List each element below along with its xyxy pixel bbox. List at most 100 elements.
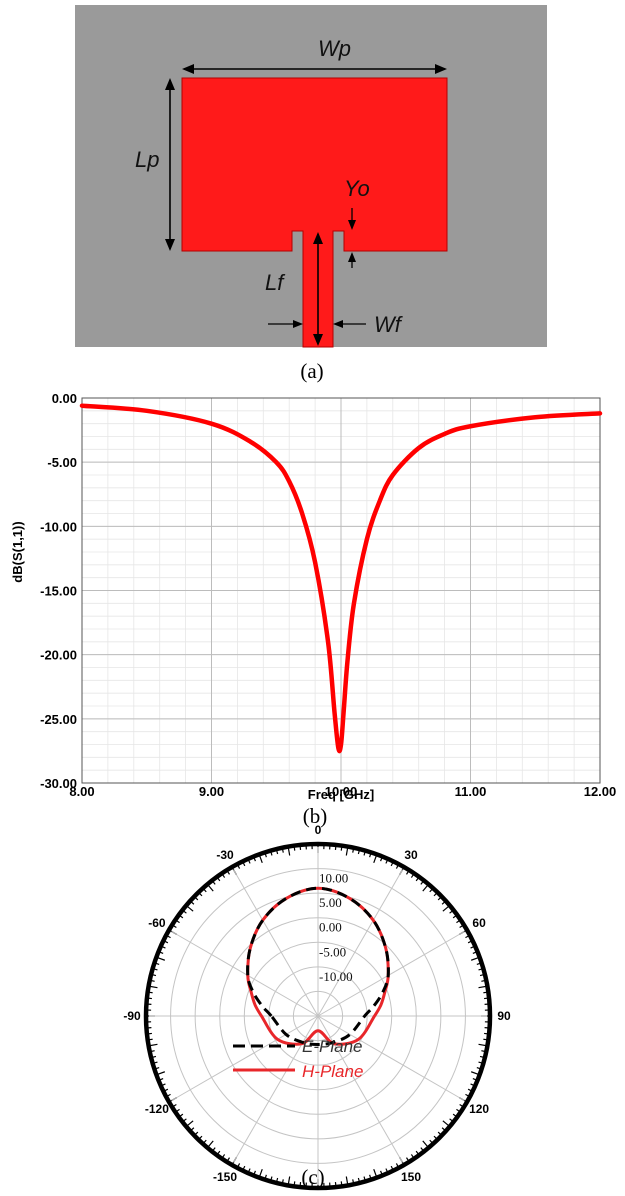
polar-degree-tick bbox=[299, 1182, 302, 1188]
x-tick-label: 9.00 bbox=[199, 784, 224, 799]
polar-degree-tick bbox=[247, 1168, 251, 1174]
polar-degree-tick bbox=[211, 1147, 216, 1152]
label-wp: Wp bbox=[318, 36, 351, 61]
polar-degree-tick bbox=[345, 846, 349, 856]
polar-degree-tick bbox=[185, 1120, 194, 1128]
polar-degree-tick bbox=[293, 1181, 296, 1187]
polar-ring bbox=[268, 966, 368, 1066]
polar-degree-tick bbox=[264, 852, 267, 858]
caption-c: (c) bbox=[301, 1165, 324, 1189]
polar-degree-tick bbox=[193, 896, 199, 901]
polar-degree-tick bbox=[380, 856, 383, 862]
polar-degree-tick bbox=[147, 991, 153, 994]
label-lp: Lp bbox=[135, 147, 159, 172]
polar-degree-tick bbox=[352, 1179, 355, 1185]
polar-angle-label: 30 bbox=[404, 848, 418, 862]
polar-degree-tick bbox=[483, 991, 489, 994]
polar-degree-tick bbox=[147, 1038, 153, 1041]
legend-e-plane-label: E-Plane bbox=[302, 1037, 362, 1056]
polar-degree-tick bbox=[149, 979, 155, 982]
polar-radial-label: -5.00 bbox=[319, 944, 346, 959]
polar-spoke bbox=[317, 1015, 465, 1101]
polar-degree-tick bbox=[345, 1176, 349, 1186]
polar-angle-label: 90 bbox=[497, 1009, 511, 1023]
polar-radial-label: 0.00 bbox=[319, 920, 342, 935]
polar-degree-tick bbox=[175, 919, 180, 924]
s11-x-ticks: 8.00 9.00 10.00 11.00 12.00 bbox=[69, 784, 616, 799]
x-tick-label: 10.00 bbox=[325, 784, 358, 799]
polar-degree-tick bbox=[160, 945, 166, 949]
polar-degree-tick bbox=[152, 1061, 158, 1064]
legend-h-plane-label: H-Plane bbox=[302, 1062, 363, 1081]
s11-y-axis-label: dB(S(1,1)) bbox=[10, 521, 25, 582]
polar-degree-tick bbox=[281, 847, 284, 853]
polar-degree-tick bbox=[163, 1088, 169, 1092]
polar-degree-tick bbox=[275, 1177, 279, 1184]
polar-degree-tick bbox=[442, 904, 451, 912]
polar-degree-tick bbox=[476, 1067, 482, 1070]
polar-degree-tick bbox=[334, 1182, 337, 1188]
polar-degree-tick bbox=[467, 940, 473, 944]
lf-arrow-bottom bbox=[313, 334, 323, 346]
wp-arrow-left bbox=[182, 64, 194, 74]
polar-degree-tick bbox=[422, 883, 430, 892]
polar-angle-label: -30 bbox=[216, 848, 234, 862]
polar-spoke bbox=[233, 869, 319, 1017]
polar-degree-tick bbox=[478, 1061, 484, 1064]
polar-angle-label: -90 bbox=[123, 1009, 141, 1023]
polar-degree-tick bbox=[270, 850, 273, 856]
polar-degree-tick bbox=[198, 891, 203, 897]
polar-degree-tick bbox=[163, 940, 169, 944]
polar-degree-tick bbox=[479, 1055, 486, 1059]
polar-legend: E-Plane H-Plane bbox=[233, 1037, 363, 1081]
polar-degree-tick bbox=[479, 973, 486, 977]
polar-grid bbox=[143, 841, 493, 1191]
polar-degree-tick bbox=[160, 1083, 166, 1087]
polar-degree-tick bbox=[363, 850, 366, 856]
y-tick-label: -15.00 bbox=[40, 584, 77, 599]
polar-degree-tick bbox=[178, 914, 184, 919]
polar-degree-tick bbox=[373, 1168, 378, 1178]
polar-degree-tick bbox=[449, 1118, 454, 1123]
y-tick-label: -30.00 bbox=[40, 776, 77, 791]
polar-spoke bbox=[317, 931, 465, 1017]
polar-degree-tick bbox=[152, 968, 158, 971]
polar-ring bbox=[243, 941, 393, 1091]
polar-degree-tick bbox=[470, 956, 480, 961]
polar-degree-tick bbox=[148, 1043, 158, 1047]
polar-degree-tick bbox=[247, 858, 251, 864]
polar-degree-tick bbox=[484, 997, 490, 1000]
polar-degree-tick bbox=[410, 873, 415, 878]
x-tick-label: 12.00 bbox=[584, 784, 617, 799]
polar-degree-tick bbox=[481, 1050, 487, 1053]
label-yo: Yo bbox=[344, 176, 370, 201]
polar-degree-tick bbox=[189, 900, 195, 905]
polar-degree-tick bbox=[456, 1108, 461, 1113]
polar-degree-tick bbox=[373, 854, 378, 864]
polar-degree-tick bbox=[441, 1127, 447, 1132]
polar-degree-tick bbox=[481, 979, 487, 982]
polar-degree-tick bbox=[293, 845, 296, 851]
x-tick-label: 11.00 bbox=[455, 784, 487, 799]
polar-degree-tick bbox=[476, 962, 482, 965]
polar-degree-tick bbox=[171, 924, 177, 929]
polar-degree-tick bbox=[216, 1150, 221, 1156]
polar-degree-tick bbox=[472, 1078, 478, 1081]
polar-degree-tick bbox=[287, 846, 291, 856]
lp-arrow-top bbox=[165, 78, 175, 90]
polar-degree-tick bbox=[146, 997, 152, 1000]
polar-degree-tick bbox=[429, 887, 434, 893]
polar-degree-tick bbox=[158, 1078, 164, 1081]
polar-degree-tick bbox=[178, 1113, 184, 1118]
polar-degree-tick bbox=[182, 1118, 187, 1123]
polar-degree-tick bbox=[405, 1157, 410, 1163]
polar-degree-tick bbox=[258, 1168, 263, 1178]
polar-angle-label: 150 bbox=[401, 1170, 421, 1184]
polar-degree-tick bbox=[420, 1147, 425, 1152]
polar-degree-tick bbox=[385, 858, 389, 864]
s11-series-line bbox=[79, 403, 603, 754]
polar-degree-tick bbox=[146, 1032, 152, 1035]
polar-degree-tick bbox=[452, 914, 458, 919]
s11-x-axis-label: Freq [GHz] bbox=[308, 787, 374, 802]
